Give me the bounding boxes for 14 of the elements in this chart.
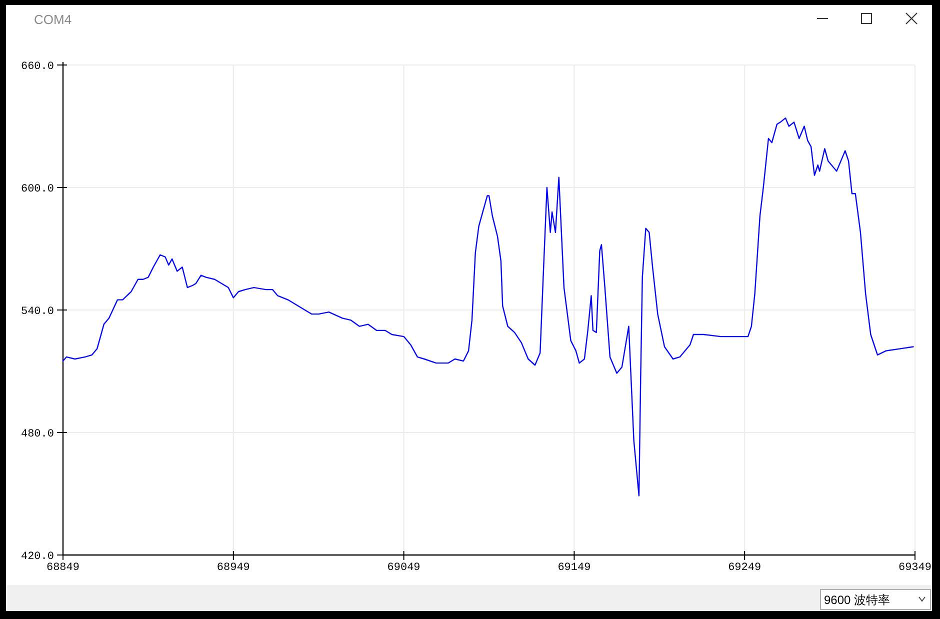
x-tick-label: 68949 bbox=[216, 562, 250, 574]
x-tick-label: 68849 bbox=[46, 562, 80, 574]
y-tick-label: 420.0 bbox=[20, 551, 54, 563]
y-tick-label: 600.0 bbox=[20, 184, 54, 196]
y-tick-label: 480.0 bbox=[20, 428, 54, 440]
chart-title: COM4 bbox=[34, 12, 72, 27]
line-series bbox=[62, 117, 914, 496]
text: 9600 波特率 bbox=[824, 593, 890, 607]
y-tick-label: 660.0 bbox=[20, 61, 54, 73]
x-tick-label: 69049 bbox=[387, 562, 420, 574]
y-tick-label: 540.0 bbox=[20, 306, 54, 318]
x-tick-label: 69249 bbox=[728, 562, 762, 574]
x-tick-label: 69149 bbox=[558, 562, 591, 574]
x-tick-label: 69349 bbox=[898, 562, 932, 574]
